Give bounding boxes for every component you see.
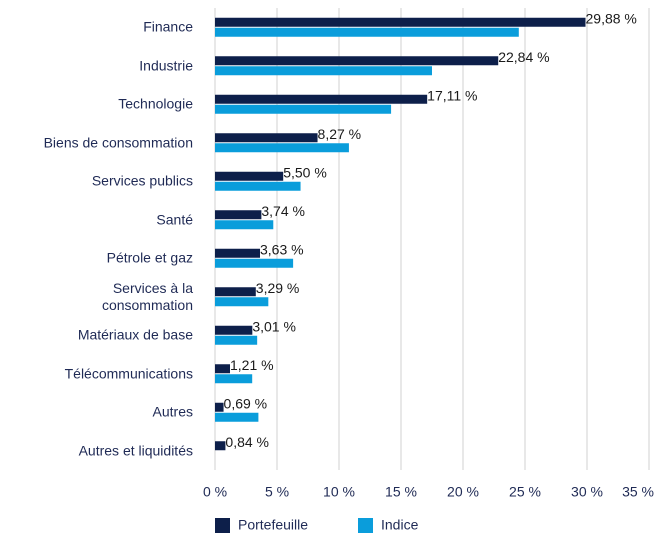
bar xyxy=(215,17,586,27)
value-label: 17,11 % xyxy=(427,87,477,103)
value-label: 3,74 % xyxy=(261,203,305,219)
legend-label: Indice xyxy=(381,517,419,533)
bar xyxy=(215,220,274,230)
x-tick-label: 0 % xyxy=(203,484,227,500)
y-tick-label: Autres xyxy=(152,403,193,420)
x-tick-label: 5 % xyxy=(265,484,289,500)
x-tick-label: 20 % xyxy=(447,484,479,500)
value-label: 5,50 % xyxy=(283,164,327,180)
bar xyxy=(215,94,428,104)
x-tick-label: 25 % xyxy=(509,484,541,500)
bar xyxy=(215,441,226,451)
value-label: 3,01 % xyxy=(252,318,296,334)
value-label: 3,29 % xyxy=(256,280,300,296)
bar xyxy=(215,133,318,143)
bar xyxy=(215,171,284,181)
bar xyxy=(215,287,256,297)
legend-label: Portefeuille xyxy=(238,517,308,533)
y-tick-label: Matériaux de base xyxy=(77,326,193,343)
y-tick-label: Biens de consommation xyxy=(43,134,193,151)
value-label: 29,88 % xyxy=(586,10,637,26)
value-label: 0,84 % xyxy=(225,434,269,450)
value-label: 3,63 % xyxy=(260,241,304,257)
y-tick-label: Finance xyxy=(143,18,193,35)
x-tick-label: 35 % xyxy=(622,484,654,500)
value-label: 0,69 % xyxy=(224,395,268,411)
x-tick-label: 30 % xyxy=(571,484,603,500)
y-tick-label: Santé xyxy=(156,211,193,228)
y-tick-label: Télécommunications xyxy=(64,365,193,382)
bar xyxy=(215,412,259,422)
bar xyxy=(215,181,301,191)
y-tick-label: Services à la consommation xyxy=(101,279,193,313)
bar xyxy=(215,143,349,153)
legend-swatch xyxy=(215,518,230,533)
bar xyxy=(215,325,253,335)
bar xyxy=(215,27,519,37)
y-tick-label: Autres et liquidités xyxy=(78,442,193,459)
bar xyxy=(215,374,253,384)
bar xyxy=(215,335,258,345)
value-label: 8,27 % xyxy=(318,126,362,142)
y-tick-label: Industrie xyxy=(139,57,193,74)
bar xyxy=(215,402,224,412)
x-tick-label: 10 % xyxy=(323,484,355,500)
y-tick-label: Pétrole et gaz xyxy=(106,249,193,266)
bar xyxy=(215,66,432,76)
bar xyxy=(215,104,392,114)
value-label: 1,21 % xyxy=(230,357,274,373)
bar xyxy=(215,210,262,220)
y-tick-label: Technologie xyxy=(118,95,193,112)
bar xyxy=(215,297,269,307)
bar xyxy=(215,364,231,374)
bar xyxy=(215,258,294,268)
bar xyxy=(215,56,499,66)
legend-swatch xyxy=(358,518,373,533)
bar xyxy=(215,248,261,258)
y-tick-label: Services publics xyxy=(91,172,193,189)
value-label: 22,84 % xyxy=(498,49,549,65)
x-tick-label: 15 % xyxy=(385,484,417,500)
